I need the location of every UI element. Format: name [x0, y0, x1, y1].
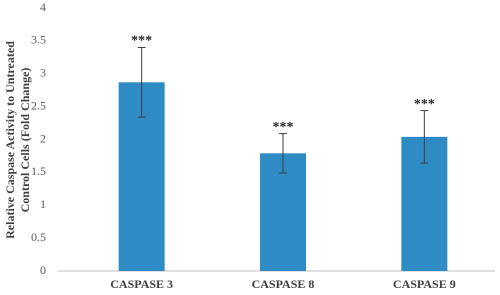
error-bar [137, 46, 146, 118]
y-tick-label: 2 [40, 131, 46, 145]
y-tick-label: 2.5 [31, 98, 46, 112]
annotation: *** [131, 34, 152, 49]
y-tick-label: 3.5 [31, 33, 46, 47]
annotation: *** [273, 120, 294, 135]
y-tick-label: 0.5 [31, 230, 46, 244]
x-tick-label: CASPASE 9 [393, 277, 456, 291]
y-axis-label: Relative Caspase Activity to Untreated [3, 41, 17, 239]
y-tick-label: 1 [40, 197, 46, 211]
x-tick-label: CASPASE 8 [252, 277, 315, 291]
error-bar [420, 110, 429, 164]
y-axis-label: Control Cells (Fold Change) [18, 68, 32, 213]
y-tick-label: 0 [40, 263, 46, 277]
error-bar [279, 133, 287, 174]
y-tick-label: 3 [40, 66, 46, 80]
x-tick-label: CASPASE 3 [110, 277, 173, 291]
annotation: *** [414, 97, 435, 112]
y-tick-label: 1.5 [31, 164, 46, 178]
y-tick-label: 4 [40, 0, 46, 14]
